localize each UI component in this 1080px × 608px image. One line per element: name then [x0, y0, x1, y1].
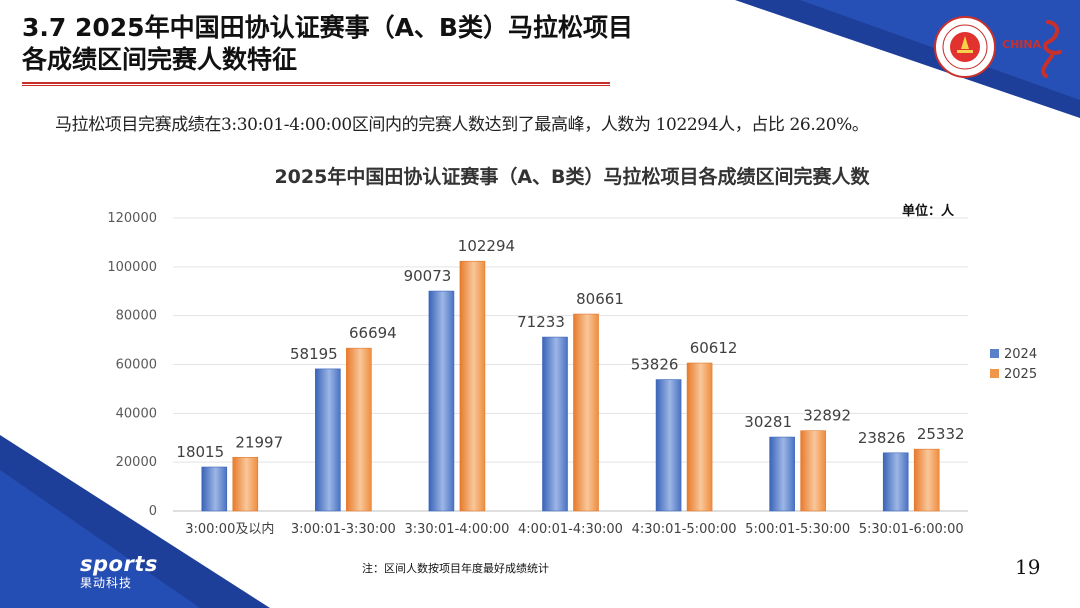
data-label: 66694 [349, 324, 397, 342]
bar-2025-4 [686, 362, 713, 512]
data-label: 80661 [576, 290, 624, 308]
data-label: 90073 [404, 267, 452, 285]
bar-2025-2 [459, 260, 486, 512]
bar-2025-5 [800, 430, 826, 512]
chart-title: 2025年中国田协认证赛事（A、B类）马拉松项目各成绩区间完赛人数 [274, 166, 870, 188]
bar-2024-1 [315, 368, 341, 512]
legend-label: 2025 [1004, 367, 1037, 382]
legend-label: 2024 [1004, 347, 1037, 362]
y-tick-label: 0 [149, 504, 157, 519]
bar-2024-6 [882, 452, 909, 512]
bar-2024-5 [769, 436, 795, 512]
summary-text: 马拉松项目完赛成绩在3:30:01-4:00:00区间内的完赛人数达到了最高峰，… [55, 115, 869, 135]
x-tick-label: 3:30:01-4:00:00 [404, 522, 509, 537]
title-underline [22, 82, 610, 86]
data-label: 30281 [744, 413, 792, 431]
y-tick-label: 120000 [107, 211, 157, 226]
bar-2025-1 [346, 347, 372, 512]
x-tick-label: 4:00:01-4:30:00 [518, 522, 623, 537]
bar-2025-0 [232, 456, 259, 512]
y-tick-label: 40000 [116, 406, 157, 421]
unit-label: 单位：人 [902, 204, 955, 219]
data-label: 58195 [290, 345, 338, 363]
data-label: 25332 [917, 425, 965, 443]
data-label: 53826 [631, 356, 679, 374]
brand-subtitle: 果动科技 [80, 576, 133, 590]
y-tick-label: 100000 [107, 260, 157, 275]
data-label: 102294 [458, 237, 515, 255]
y-tick-label: 60000 [116, 358, 157, 373]
x-tick-label: 3:00:00及以内 [185, 521, 274, 537]
y-tick-label: 20000 [116, 455, 157, 470]
china-athletics-logo: CHINA [1002, 20, 1062, 78]
caa-logo [934, 16, 996, 78]
x-tick-label: 5:00:01-5:30:00 [745, 522, 850, 537]
x-tick-label: 5:30:01-6:00:00 [859, 522, 964, 537]
slide-title-line2: 各成绩区间完赛人数特征 [22, 45, 298, 74]
legend-swatch-2024 [990, 349, 999, 358]
y-tick-label: 80000 [116, 309, 157, 324]
bar-2024-0 [201, 466, 228, 512]
footnote: 注：区间人数按项目年度最好成绩统计 [362, 562, 549, 575]
brand-logo: sports 果动科技 [14, 552, 158, 591]
bottom-left-corner-accent [0, 470, 200, 608]
bar-2024-4 [655, 379, 682, 512]
data-label: 23826 [858, 429, 906, 447]
data-label: 32892 [803, 407, 851, 425]
page-number: 19 [1015, 555, 1041, 579]
x-tick-label: 4:30:01-5:00:00 [632, 522, 737, 537]
bar-2024-3 [542, 336, 568, 512]
bar-2025-3 [573, 313, 599, 512]
slide-title: 3.7 2025年中国田协认证赛事（A、B类）马拉松项目 各成绩区间完赛人数特征 [22, 12, 633, 76]
brand-wordmark: sports [80, 552, 158, 576]
bar-2025-6 [913, 448, 940, 512]
data-label: 21997 [235, 433, 283, 451]
data-label: 18015 [176, 443, 224, 461]
legend-swatch-2025 [990, 369, 999, 378]
x-tick-label: 3:00:01-3:30:00 [291, 522, 396, 537]
slide-title-line1: 3.7 2025年中国田协认证赛事（A、B类）马拉松项目 [22, 13, 633, 42]
china-logo-text: CHINA [1002, 38, 1042, 51]
data-label: 71233 [517, 313, 565, 331]
data-label: 60612 [690, 339, 738, 357]
bar-2024-2 [428, 290, 455, 512]
